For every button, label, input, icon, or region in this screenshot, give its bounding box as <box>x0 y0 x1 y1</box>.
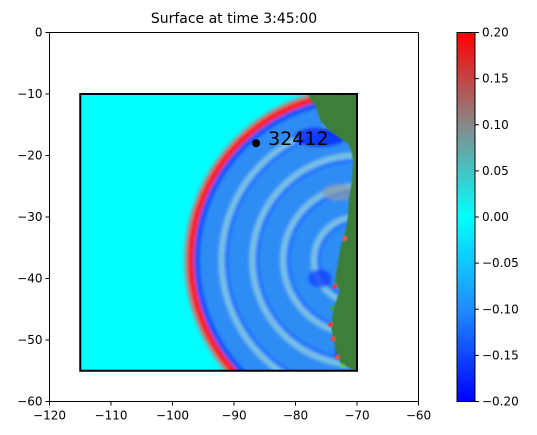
y-tick-label: −40 <box>17 272 42 286</box>
coastal-speckle <box>335 355 340 360</box>
y-tick-label: −10 <box>17 87 42 101</box>
trailing-ripple-dark <box>224 127 357 371</box>
leading-trough <box>193 97 357 371</box>
chart-title: Surface at time 3:45:00 <box>151 11 317 27</box>
colorbar <box>456 32 476 402</box>
y-axis-ticks: 0 −10 −20 −30 −40 −50 −60 <box>17 26 50 409</box>
trailing-ripple-light <box>280 183 357 337</box>
coastal-trough-mid <box>308 269 333 288</box>
colorbar-tick-label: 0.20 <box>482 26 509 40</box>
land-mass <box>307 94 357 371</box>
surface-field <box>80 94 357 371</box>
colorbar-tick-label: 0.10 <box>482 118 509 132</box>
colorbar-tick-label: −0.20 <box>482 395 519 409</box>
x-tick-label: −110 <box>95 409 128 423</box>
trailing-ripple-light <box>310 214 357 307</box>
x-tick-label: −70 <box>344 409 369 423</box>
coastal-speckle <box>330 306 335 311</box>
colorbar-ticks: 0.20 0.15 0.10 0.05 0.00 −0.05 −0.10 −0.15 −0.20 <box>475 26 519 409</box>
trailing-ripple-dark <box>255 158 357 362</box>
y-tick-label: −20 <box>17 149 42 163</box>
coastal-speckle <box>328 322 333 327</box>
heatmap-layer: 32412 <box>79 93 358 372</box>
trailing-ripple-dark <box>286 189 357 331</box>
colorbar-tick-label: 0.05 <box>482 164 509 178</box>
coastal-speckle <box>332 284 337 289</box>
colorbar-tick-label: −0.10 <box>482 302 519 316</box>
colorbar-tick-label: −0.05 <box>482 256 519 270</box>
x-tick-label: −80 <box>283 409 308 423</box>
coastal-speckle <box>340 363 345 368</box>
x-tick-label: −60 <box>406 409 431 423</box>
land-layer <box>307 94 357 371</box>
x-tick-label: −100 <box>156 409 189 423</box>
coastal-speckle <box>331 336 336 341</box>
colorbar-tick-label: 0.15 <box>482 72 509 86</box>
x-tick-label: −90 <box>221 409 246 423</box>
colorbar-tick-label: −0.15 <box>482 348 519 362</box>
x-axis-ticks: −120 −110 −100 −90 −80 −70 −60 <box>33 401 431 423</box>
y-tick-label: −30 <box>17 210 42 224</box>
gauge-label: 32412 <box>268 128 328 150</box>
x-tick-label: −120 <box>33 409 66 423</box>
gauge-marker <box>252 139 261 148</box>
y-tick-label: 0 <box>35 26 43 40</box>
trailing-ripple-light <box>218 121 357 371</box>
coastal-speckle <box>342 236 347 241</box>
domain-box <box>79 93 358 372</box>
coastal-crest-north <box>322 184 355 201</box>
colorbar-tick-label: 0.00 <box>482 210 509 224</box>
y-tick-label: −50 <box>17 333 42 347</box>
leading-crest <box>187 94 357 371</box>
trailing-ripple-dark <box>316 220 357 301</box>
y-tick-label: −60 <box>17 395 42 409</box>
trailing-ripple-light <box>249 152 357 368</box>
